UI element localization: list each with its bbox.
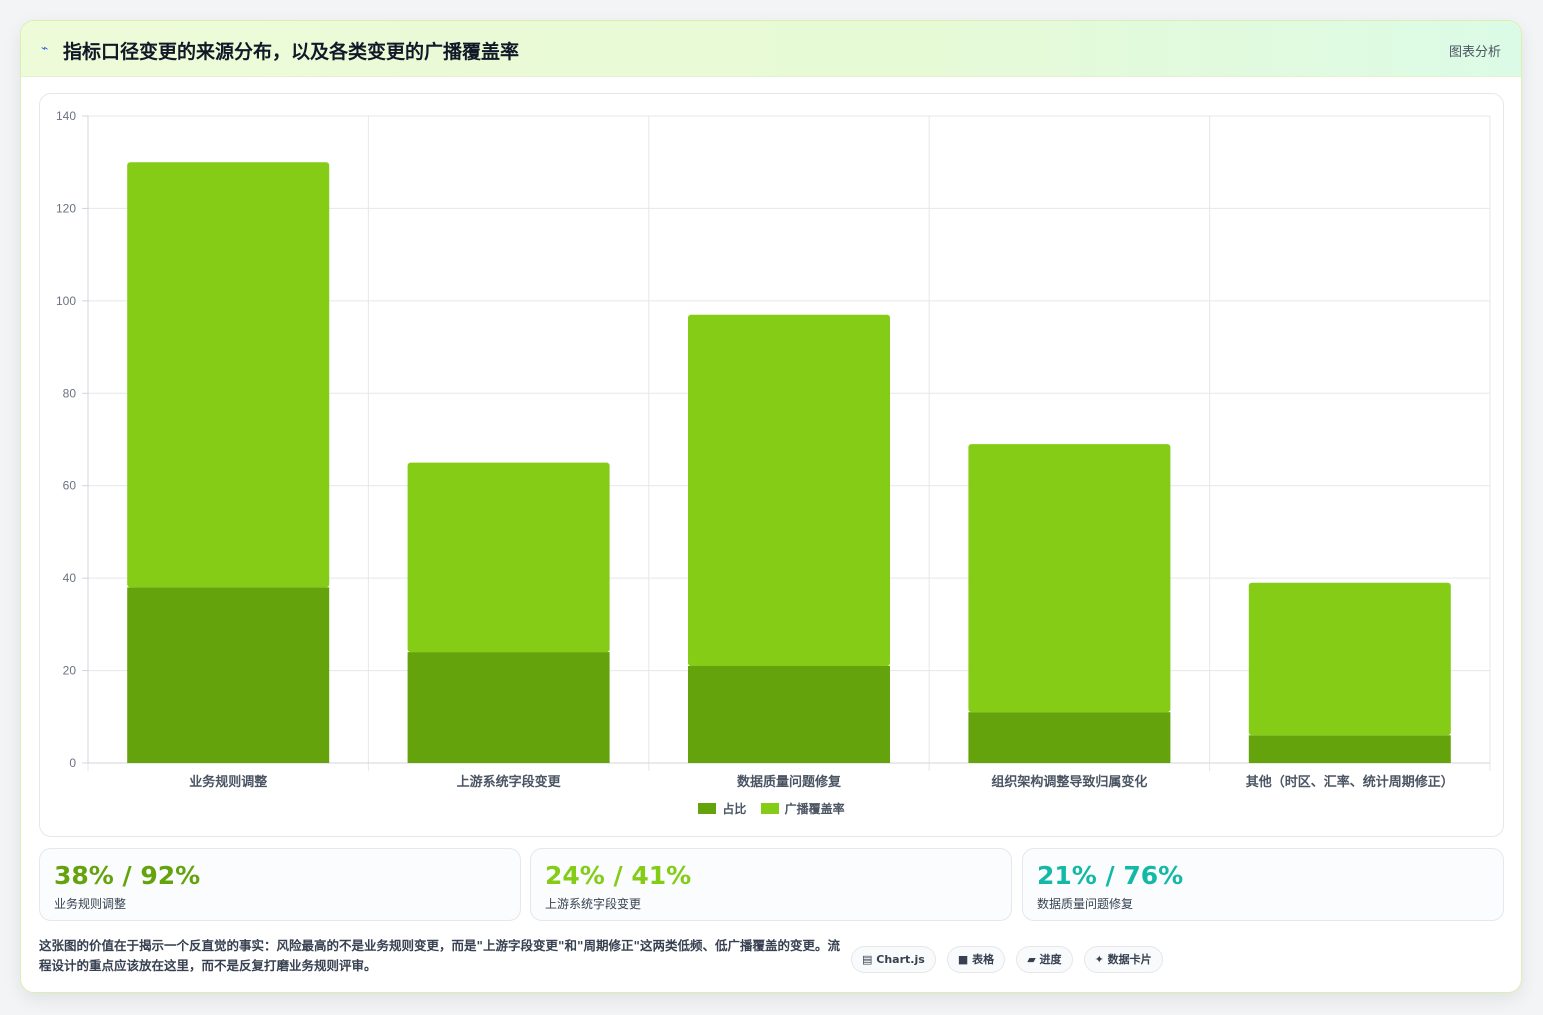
- x-tick-label: 业务规则调整: [189, 774, 268, 790]
- bar-share: [127, 587, 330, 763]
- x-tick-label: 数据质量问题修复: [737, 774, 842, 790]
- stat-label: 上游系统字段变更: [545, 897, 642, 911]
- tag-table[interactable]: ■ 表格: [946, 946, 1006, 973]
- y-tick-label: 100: [56, 294, 76, 308]
- y-tick-label: 120: [56, 201, 76, 215]
- chart-analysis-link[interactable]: 图表分析: [1448, 45, 1501, 60]
- stat-cards: 38% / 92% 业务规则调整 24% / 41% 上游系统字段变更 21% …: [39, 848, 1504, 921]
- table-icon: ■: [957, 953, 969, 966]
- x-tick-label: 上游系统字段变更: [457, 774, 562, 790]
- bar-share: [1248, 735, 1451, 763]
- bar-coverage: [968, 444, 1171, 713]
- bar-coverage: [1248, 582, 1451, 736]
- tag-label: 进度: [1039, 953, 1062, 966]
- tag-progress[interactable]: ▰ 进度: [1016, 946, 1073, 973]
- legend-label-share: 占比: [722, 802, 747, 816]
- bar-coverage: [127, 162, 330, 588]
- chart-card: ⌁ 指标口径变更的来源分布，以及各类变更的广播覆盖率 图表分析 0 20 40 60 8…: [20, 20, 1522, 993]
- stat-card-upstream-field: 24% / 41% 上游系统字段变更: [530, 848, 1012, 921]
- stat-card-business-rule: 38% / 92% 业务规则调整: [39, 848, 521, 921]
- legend-item-coverage[interactable]: 广播覆盖率: [760, 800, 845, 817]
- chart-panel: 0 20 40 60 80 100 120 140 业务规则调整 上游系统字段变更 数据质量问题修复…: [39, 93, 1504, 837]
- legend-item-share[interactable]: 占比: [698, 800, 746, 817]
- card-header: ⌁ 指标口径变更的来源分布，以及各类变更的广播覆盖率 图表分析: [21, 21, 1521, 77]
- page-title: 指标口径变更的来源分布，以及各类变更的广播覆盖率: [63, 41, 520, 63]
- tag-label: 表格: [972, 953, 995, 966]
- trend-icon: ⌁: [41, 41, 49, 55]
- y-tick-label: 80: [63, 386, 77, 400]
- chart-footnote: 这张图的价值在于揭示一个反直觉的事实：风险最高的不是业务规则变更，而是"上游字段…: [39, 938, 841, 973]
- stat-label: 业务规则调整: [54, 897, 127, 911]
- bar-coverage: [688, 314, 890, 666]
- legend-swatch-share: [698, 803, 717, 814]
- stacked-bar-chart: 0 20 40 60 80 100 120 140 业务规则调整 上游系统字段变更 数据质量问题修复…: [56, 109, 1491, 790]
- stat-value: 38% / 92%: [54, 861, 201, 890]
- stat-value: 21% / 76%: [1037, 861, 1184, 890]
- y-tick-label: 20: [63, 664, 77, 678]
- tag-label: 数据卡片: [1107, 953, 1152, 966]
- bar-coverage: [407, 462, 610, 653]
- x-tick-label: 其他（时区、汇率、统计周期修正）: [1246, 774, 1454, 790]
- tag-chartjs[interactable]: ▤ Chart.js: [851, 946, 936, 973]
- tag-label: Chart.js: [876, 953, 925, 966]
- bar-share: [968, 712, 1171, 763]
- y-tick-label: 40: [63, 571, 77, 585]
- tag-list: ▤ Chart.js ■ 表格 ▰ 进度 ✦ 数据卡片: [851, 946, 1169, 974]
- stat-card-data-quality: 21% / 76% 数据质量问题修复: [1022, 848, 1504, 921]
- x-tick-label: 组织架构调整导致归属变化: [991, 774, 1147, 790]
- y-tick-label: 140: [56, 109, 76, 123]
- legend-swatch-coverage: [760, 803, 779, 814]
- stat-value: 24% / 41%: [545, 861, 692, 890]
- card-icon: ✦: [1094, 953, 1104, 966]
- chart-icon: ▤: [862, 953, 873, 966]
- stat-label: 数据质量问题修复: [1037, 897, 1134, 911]
- chart-legend: 占比 广播覆盖率: [40, 800, 1503, 817]
- progress-icon: ▰: [1027, 953, 1036, 966]
- y-tick-label: 0: [69, 756, 76, 770]
- y-tick-label: 60: [63, 479, 77, 493]
- bar-share: [688, 665, 890, 763]
- tag-data-card[interactable]: ✦ 数据卡片: [1083, 946, 1163, 973]
- legend-label-coverage: 广播覆盖率: [784, 802, 845, 816]
- bar-share: [407, 652, 610, 763]
